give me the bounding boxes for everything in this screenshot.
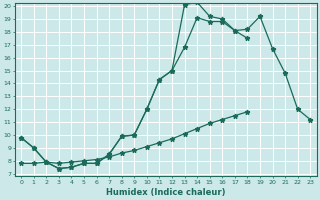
X-axis label: Humidex (Indice chaleur): Humidex (Indice chaleur): [106, 188, 225, 197]
